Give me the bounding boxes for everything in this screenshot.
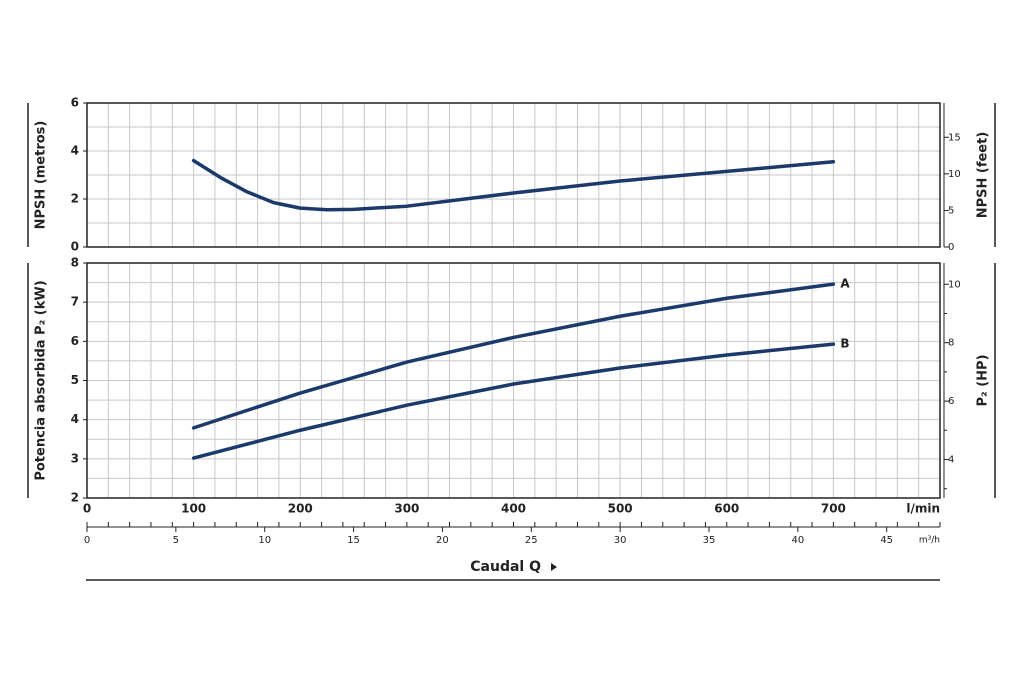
arrow-icon bbox=[551, 563, 557, 571]
data-line bbox=[191, 282, 836, 430]
y-axis-title: Potencia absorbida P₂ (kW) bbox=[34, 280, 49, 480]
y-tick-label: 8 bbox=[71, 256, 79, 270]
x2-tick-label: 40 bbox=[791, 535, 804, 546]
x-tick-label: 300 bbox=[394, 502, 419, 516]
x2-tick-label: 20 bbox=[436, 535, 449, 546]
y-tick-label: 6 bbox=[71, 334, 79, 348]
y2-tick-label: 10 bbox=[948, 279, 961, 290]
y-tick-label: 3 bbox=[71, 451, 79, 465]
y2-tick-label: 5 bbox=[948, 205, 954, 216]
x2-tick-label: 30 bbox=[614, 535, 627, 546]
series-label: A bbox=[840, 277, 850, 291]
y-tick-label: 0 bbox=[71, 240, 79, 254]
x2-tick-label: 10 bbox=[258, 535, 271, 546]
y2-tick-label: 15 bbox=[948, 132, 961, 143]
x-tick-label: 700 bbox=[821, 502, 846, 516]
x2-tick-label: 35 bbox=[703, 535, 716, 546]
plot-frame bbox=[86, 102, 941, 248]
y-tick-label: 5 bbox=[71, 373, 79, 387]
x2-unit: m³/h bbox=[919, 536, 940, 546]
x-tick-label: 100 bbox=[181, 502, 206, 516]
x-axis-title: Caudal Q bbox=[470, 559, 541, 575]
y2-tick-label: 10 bbox=[948, 169, 961, 180]
x2-tick-label: 5 bbox=[173, 535, 179, 546]
x-tick-label: 500 bbox=[608, 502, 633, 516]
y-tick-label: 2 bbox=[71, 192, 79, 206]
x2-tick-label: 0 bbox=[84, 535, 90, 546]
y-tick-label: 4 bbox=[71, 412, 79, 426]
data-line bbox=[191, 342, 836, 460]
series-label: B bbox=[840, 337, 849, 351]
y2-axis-title: NPSH (feet) bbox=[976, 132, 991, 219]
y2-tick-label: 8 bbox=[948, 338, 954, 349]
y2-axis-title: P₂ (HP) bbox=[976, 354, 991, 406]
x-tick-label: 400 bbox=[501, 502, 526, 516]
x2-tick-label: 45 bbox=[880, 535, 893, 546]
x-tick-label: 200 bbox=[288, 502, 313, 516]
y-tick-label: 4 bbox=[71, 144, 79, 158]
y-axis-title: NPSH (metros) bbox=[34, 121, 49, 230]
y-tick-label: 6 bbox=[71, 96, 79, 110]
y-tick-label: 2 bbox=[71, 491, 79, 505]
y2-tick-label: 4 bbox=[948, 455, 954, 466]
x-unit: l/min bbox=[906, 502, 940, 516]
x-tick-label: 0 bbox=[83, 502, 91, 516]
x2-tick-label: 15 bbox=[347, 535, 360, 546]
x2-tick-label: 25 bbox=[525, 535, 538, 546]
x-tick-label: 600 bbox=[714, 502, 739, 516]
data-line bbox=[191, 158, 836, 212]
y2-tick-label: 0 bbox=[948, 242, 954, 253]
y2-tick-label: 6 bbox=[948, 396, 954, 407]
y-tick-label: 7 bbox=[71, 295, 79, 309]
